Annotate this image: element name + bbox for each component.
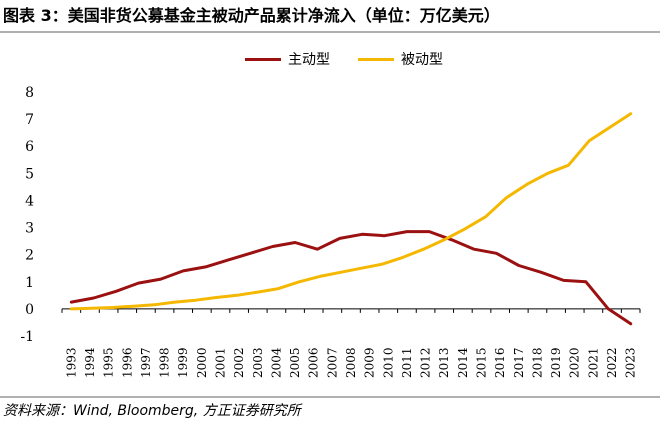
y-tick-label: 5 <box>25 166 34 182</box>
x-tick-label: 2017 <box>512 347 526 378</box>
legend-label-passive: 被动型 <box>401 52 443 68</box>
y-tick-label: 2 <box>25 248 34 264</box>
y-tick-label: 4 <box>25 193 34 209</box>
x-tick-label: 2001 <box>213 347 227 378</box>
legend-swatch-active <box>245 57 281 61</box>
x-tick-label: 2018 <box>530 347 544 378</box>
x-tick-label: 2002 <box>232 347 246 378</box>
source-rule <box>0 396 660 398</box>
x-tick-label: 2006 <box>307 347 321 378</box>
y-tick-label: 0 <box>25 302 34 318</box>
y-tick-label: 1 <box>25 275 34 291</box>
legend-item-passive: 被动型 <box>358 49 443 69</box>
series-line-passive <box>69 112 633 311</box>
x-tick-label: 1996 <box>120 347 134 378</box>
title-rule <box>0 31 660 33</box>
x-tick-label: 2016 <box>493 347 507 378</box>
series-line-active <box>69 230 633 326</box>
x-tick-label: 2005 <box>288 347 302 378</box>
y-tick-label: -1 <box>20 329 34 345</box>
x-tick-label: 1997 <box>139 347 153 378</box>
legend-item-active: 主动型 <box>245 49 330 69</box>
x-tick-label: 2007 <box>325 347 339 378</box>
x-tick-label: 1993 <box>64 347 78 378</box>
x-tick-label: 1994 <box>83 347 97 378</box>
x-tick-label: 2012 <box>419 347 433 378</box>
line-chart: -1 0 1 2 3 4 5 6 7 8 1993 1994 1995 1996 1997 1998 1999 2… <box>20 85 641 378</box>
x-tick-label: 2013 <box>437 347 451 378</box>
x-tick-label: 2021 <box>586 347 600 378</box>
x-tick-label: 2000 <box>195 347 209 378</box>
y-tick-label: 8 <box>25 85 34 101</box>
y-tick-label: 7 <box>25 112 34 128</box>
x-tick-label: 2022 <box>605 347 619 378</box>
x-tick-label: 1999 <box>176 347 190 378</box>
x-tick-label: 1998 <box>158 347 172 378</box>
x-tick-label: 2023 <box>624 347 638 378</box>
y-tick-label: 6 <box>25 139 34 155</box>
figure-title: 图表 3：美国非货公募基金主被动产品累计净流入（单位：万亿美元） <box>3 6 500 25</box>
x-tick-label: 2003 <box>251 347 265 378</box>
source-note: 资料来源：Wind, Bloomberg, 方正证券研究所 <box>3 403 301 419</box>
x-tick-label: 2014 <box>456 347 470 378</box>
legend-label-active: 主动型 <box>288 52 330 68</box>
chart-legend: 主动型 被动型 <box>245 49 443 69</box>
x-tick-label: 2009 <box>363 347 377 378</box>
x-tick-label: 2020 <box>568 347 582 378</box>
x-tick-label: 2004 <box>269 347 283 378</box>
x-tick-label: 2011 <box>400 347 414 378</box>
legend-swatch-passive <box>358 57 394 61</box>
x-tick-label: 2015 <box>475 347 489 378</box>
x-tick-label: 2010 <box>381 347 395 378</box>
x-tick-label: 2008 <box>344 347 358 378</box>
y-tick-label: 3 <box>25 221 34 237</box>
x-tick-label: 1995 <box>102 347 116 378</box>
x-tick-label: 2019 <box>549 347 563 378</box>
